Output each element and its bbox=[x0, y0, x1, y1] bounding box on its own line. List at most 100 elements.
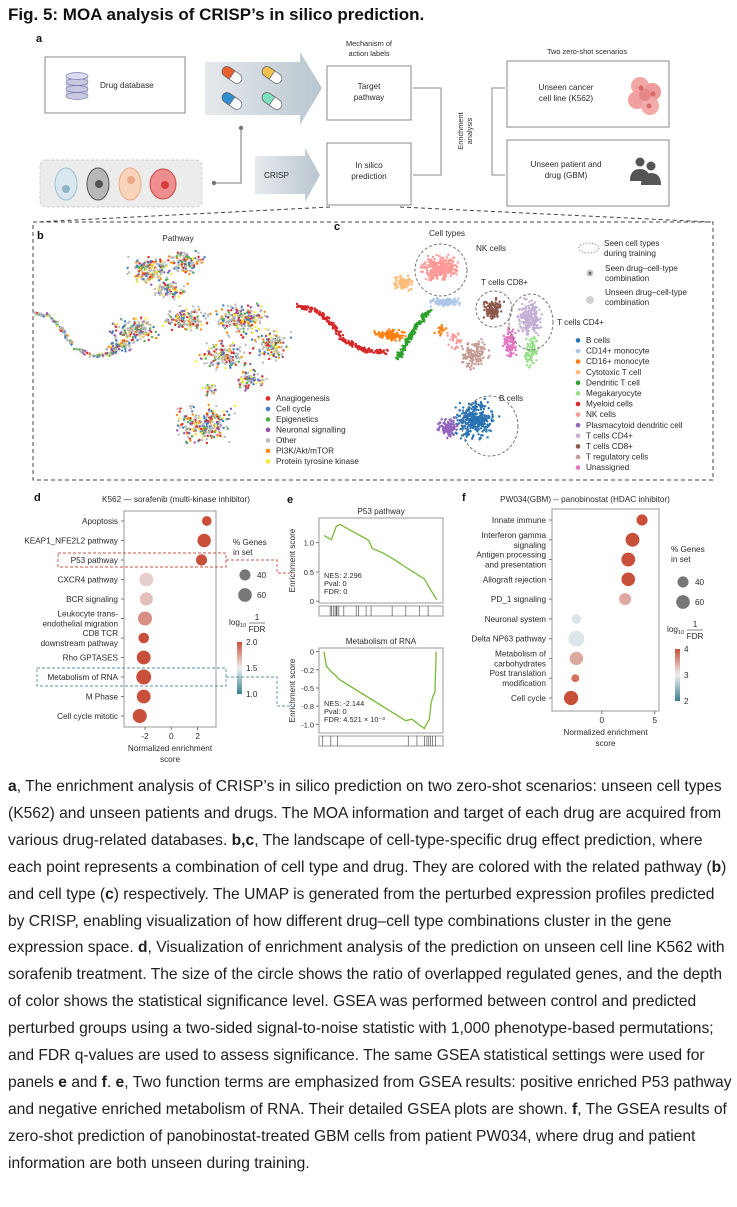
umap-point bbox=[124, 347, 127, 351]
term-label: Rho GPTASES bbox=[63, 654, 119, 663]
umap-point bbox=[456, 423, 459, 427]
umap-point bbox=[162, 295, 166, 299]
umap-point bbox=[155, 336, 158, 340]
crisp-arrow bbox=[255, 148, 320, 202]
umap-point bbox=[208, 347, 211, 350]
umap-point bbox=[152, 325, 155, 329]
seen-cell-type-outlines bbox=[414, 243, 554, 457]
caption-panel-ref: d bbox=[138, 939, 148, 957]
umap-point bbox=[110, 351, 114, 354]
umap-point bbox=[101, 354, 105, 357]
umap-point bbox=[195, 310, 198, 314]
umap-point bbox=[216, 435, 219, 438]
umap-point bbox=[535, 319, 539, 323]
umap-point bbox=[517, 308, 521, 311]
umap-point bbox=[254, 321, 257, 324]
umap-point bbox=[229, 361, 232, 364]
umap-point bbox=[460, 344, 464, 348]
umap-point bbox=[186, 420, 190, 424]
umap-point bbox=[169, 291, 173, 295]
umap-point bbox=[206, 390, 209, 394]
umap-point bbox=[245, 382, 248, 385]
umap-point bbox=[177, 323, 180, 326]
umap-point bbox=[476, 351, 480, 354]
umap-point bbox=[479, 408, 483, 411]
umap-point bbox=[446, 331, 449, 335]
umap-point bbox=[435, 301, 438, 304]
umap-point bbox=[151, 263, 155, 266]
panel-c-title: Cell types bbox=[429, 229, 465, 238]
umap-frame bbox=[32, 221, 714, 481]
legend-label-pathway: Protein tyrosine kinase bbox=[276, 457, 359, 466]
umap-point bbox=[437, 427, 440, 431]
umap-point bbox=[189, 312, 193, 315]
umap-point bbox=[180, 260, 183, 263]
umap-point bbox=[172, 281, 175, 284]
unseen-combo-line1: Unseen drug–cell-type bbox=[605, 288, 687, 297]
umap-point bbox=[182, 254, 185, 257]
umap-point bbox=[409, 335, 412, 339]
bracket-right bbox=[491, 87, 505, 176]
umap-point bbox=[260, 334, 264, 338]
umap-point bbox=[205, 342, 208, 345]
umap-point bbox=[474, 362, 477, 366]
annotation-t-cells-cd4: T cells CD4+ bbox=[557, 318, 604, 327]
umap-point bbox=[136, 277, 139, 280]
umap-point bbox=[277, 356, 281, 359]
umap-point bbox=[179, 291, 182, 295]
umap-point bbox=[506, 354, 509, 357]
umap-point bbox=[189, 257, 193, 261]
umap-point bbox=[188, 437, 192, 440]
umap-point bbox=[354, 342, 358, 346]
term-label: Allograft rejection bbox=[483, 575, 547, 584]
umap-point bbox=[526, 345, 530, 348]
umap-point bbox=[224, 362, 227, 365]
umap-point bbox=[270, 341, 273, 345]
umap-point bbox=[143, 339, 146, 343]
umap-point bbox=[168, 320, 171, 323]
umap-point bbox=[389, 330, 393, 333]
umap-point bbox=[142, 272, 146, 275]
umap-point bbox=[259, 382, 263, 386]
umap-point bbox=[445, 264, 449, 268]
umap-point bbox=[526, 326, 530, 330]
umap-point bbox=[270, 353, 273, 357]
umap-point bbox=[425, 267, 429, 270]
umap-point bbox=[158, 268, 161, 272]
umap-point bbox=[393, 282, 396, 285]
umap-point bbox=[239, 319, 242, 322]
gsea-stat: Pval: 0 bbox=[324, 707, 347, 716]
legend-swatch bbox=[265, 438, 271, 443]
umap-point bbox=[193, 441, 196, 444]
umap-point bbox=[207, 350, 210, 353]
umap-point bbox=[151, 260, 154, 263]
umap-point bbox=[187, 262, 191, 266]
umap-point bbox=[433, 257, 437, 261]
umap-point bbox=[238, 357, 241, 360]
umap-point bbox=[226, 427, 230, 430]
umap-point bbox=[231, 355, 235, 359]
umap-point bbox=[447, 253, 450, 256]
umap-point bbox=[140, 323, 143, 327]
y-tick-label: 1.0 bbox=[304, 539, 314, 548]
umap-point bbox=[449, 430, 453, 433]
umap-point bbox=[219, 356, 222, 359]
legend-swatch bbox=[575, 391, 581, 396]
term-label: Leukocyte trans- bbox=[57, 610, 118, 619]
umap-point bbox=[211, 343, 215, 347]
umap-point bbox=[174, 323, 177, 327]
umap-point bbox=[226, 316, 230, 319]
umap-point bbox=[218, 423, 221, 426]
umap-point bbox=[458, 401, 462, 405]
gsea-stat: FDR: 0 bbox=[324, 587, 347, 596]
umap-point bbox=[202, 314, 205, 318]
umap-point bbox=[185, 261, 188, 264]
umap-point bbox=[490, 317, 493, 320]
umap-point bbox=[211, 390, 215, 393]
umap-point bbox=[147, 322, 150, 326]
umap-point bbox=[451, 259, 454, 263]
umap-point bbox=[146, 272, 149, 275]
umap-point bbox=[147, 255, 150, 259]
umap-point bbox=[525, 353, 528, 356]
